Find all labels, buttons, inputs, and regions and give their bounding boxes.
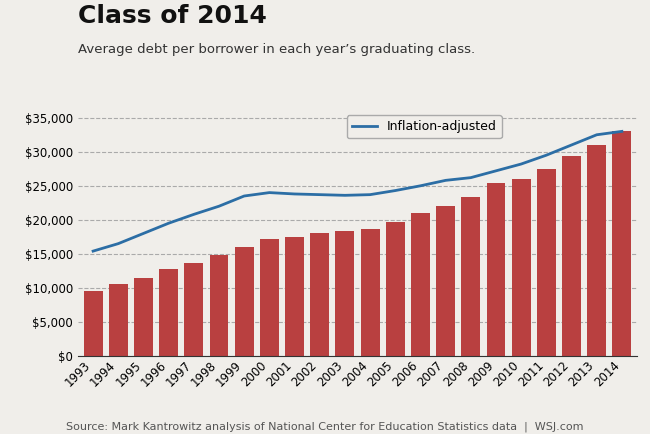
Bar (462, 197, 480, 356)
Inflation-adjusted (366, 192, 374, 197)
Inflation-adjusted (492, 168, 500, 174)
Bar (512, 179, 530, 356)
Text: Class of 2014: Class of 2014 (78, 4, 267, 28)
Inflation-adjusted (618, 129, 626, 134)
Inflation-adjusted (391, 188, 399, 193)
Inflation-adjusted (442, 178, 450, 183)
Bar (612, 132, 631, 356)
Bar (487, 183, 506, 356)
Text: Source: Mark Kantrowitz analysis of National Center for Education Statistics dat: Source: Mark Kantrowitz analysis of Nati… (66, 421, 584, 432)
Legend: Inflation-adjusted: Inflation-adjusted (347, 115, 502, 138)
Bar (84, 291, 103, 356)
Inflation-adjusted (164, 220, 172, 226)
Inflation-adjusted (567, 142, 575, 148)
Inflation-adjusted (215, 204, 223, 209)
Inflation-adjusted (89, 249, 97, 254)
Bar (537, 169, 556, 356)
Inflation-adjusted (114, 241, 122, 246)
Inflation-adjusted (517, 161, 525, 167)
Bar (310, 233, 329, 356)
Bar (285, 237, 304, 356)
Inflation-adjusted (417, 183, 424, 188)
Bar (335, 231, 354, 356)
Bar (209, 255, 228, 356)
Bar (562, 156, 581, 356)
Inflation-adjusted (316, 192, 324, 197)
Bar (361, 229, 380, 356)
Bar (587, 145, 606, 356)
Bar (260, 239, 279, 356)
Inflation-adjusted (593, 132, 601, 138)
Bar (185, 263, 203, 356)
Bar (436, 206, 455, 356)
Inflation-adjusted (467, 175, 474, 180)
Bar (159, 269, 178, 356)
Text: Average debt per borrower in each year’s graduating class.: Average debt per borrower in each year’s… (78, 43, 475, 56)
Bar (386, 222, 405, 356)
Bar (411, 213, 430, 356)
Bar (134, 278, 153, 356)
Inflation-adjusted (543, 153, 551, 158)
Inflation-adjusted (240, 194, 248, 199)
Inflation-adjusted (265, 190, 273, 195)
Line: Inflation-adjusted: Inflation-adjusted (93, 132, 622, 251)
Bar (109, 284, 128, 356)
Bar (235, 247, 254, 356)
Inflation-adjusted (341, 193, 349, 198)
Inflation-adjusted (140, 231, 148, 236)
Inflation-adjusted (190, 212, 198, 217)
Inflation-adjusted (291, 191, 298, 197)
